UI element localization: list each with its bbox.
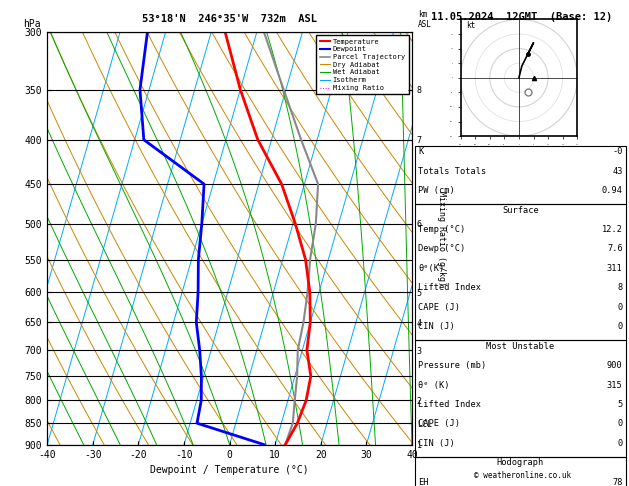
Text: kt: kt [467, 21, 476, 30]
Text: 78: 78 [612, 478, 623, 486]
Text: PW (cm): PW (cm) [418, 186, 455, 195]
Text: CAPE (J): CAPE (J) [418, 419, 460, 429]
Text: km
ASL: km ASL [418, 10, 432, 29]
Text: 8: 8 [618, 283, 623, 293]
Text: 311: 311 [607, 264, 623, 273]
Text: θᵉ(K): θᵉ(K) [418, 264, 445, 273]
Text: CAPE (J): CAPE (J) [418, 303, 460, 312]
Text: 7.6: 7.6 [607, 244, 623, 254]
Text: 315: 315 [607, 381, 623, 390]
Text: Dewp (°C): Dewp (°C) [418, 244, 465, 254]
Text: 53°18'N  246°35'W  732m  ASL: 53°18'N 246°35'W 732m ASL [142, 14, 317, 24]
Text: 5: 5 [618, 400, 623, 409]
Text: © weatheronline.co.uk: © weatheronline.co.uk [474, 471, 571, 480]
Text: 0: 0 [618, 322, 623, 331]
Text: EH: EH [418, 478, 429, 486]
Text: 12.2: 12.2 [602, 225, 623, 234]
Text: -0: -0 [612, 147, 623, 156]
Text: 0: 0 [618, 419, 623, 429]
X-axis label: Dewpoint / Temperature (°C): Dewpoint / Temperature (°C) [150, 465, 309, 475]
Text: 0.94: 0.94 [602, 186, 623, 195]
Text: 0: 0 [618, 303, 623, 312]
Text: θᵉ (K): θᵉ (K) [418, 381, 450, 390]
Legend: Temperature, Dewpoint, Parcel Trajectory, Dry Adiabat, Wet Adiabat, Isotherm, Mi: Temperature, Dewpoint, Parcel Trajectory… [316, 35, 408, 94]
Y-axis label: Mixing Ratio (g/kg): Mixing Ratio (g/kg) [437, 191, 446, 286]
Text: hPa: hPa [23, 19, 41, 29]
Text: 11.05.2024  12GMT  (Base: 12): 11.05.2024 12GMT (Base: 12) [431, 12, 613, 22]
Text: Hodograph: Hodograph [497, 458, 544, 468]
Text: CIN (J): CIN (J) [418, 322, 455, 331]
Text: Temp (°C): Temp (°C) [418, 225, 465, 234]
Text: CIN (J): CIN (J) [418, 439, 455, 448]
Text: Lifted Index: Lifted Index [418, 283, 481, 293]
Text: K: K [418, 147, 423, 156]
Text: 43: 43 [612, 167, 623, 176]
Text: Most Unstable: Most Unstable [486, 342, 555, 351]
Text: 900: 900 [607, 361, 623, 370]
Text: Totals Totals: Totals Totals [418, 167, 487, 176]
Text: Lifted Index: Lifted Index [418, 400, 481, 409]
Text: 0: 0 [618, 439, 623, 448]
Text: Pressure (mb): Pressure (mb) [418, 361, 487, 370]
Text: Surface: Surface [502, 206, 539, 215]
